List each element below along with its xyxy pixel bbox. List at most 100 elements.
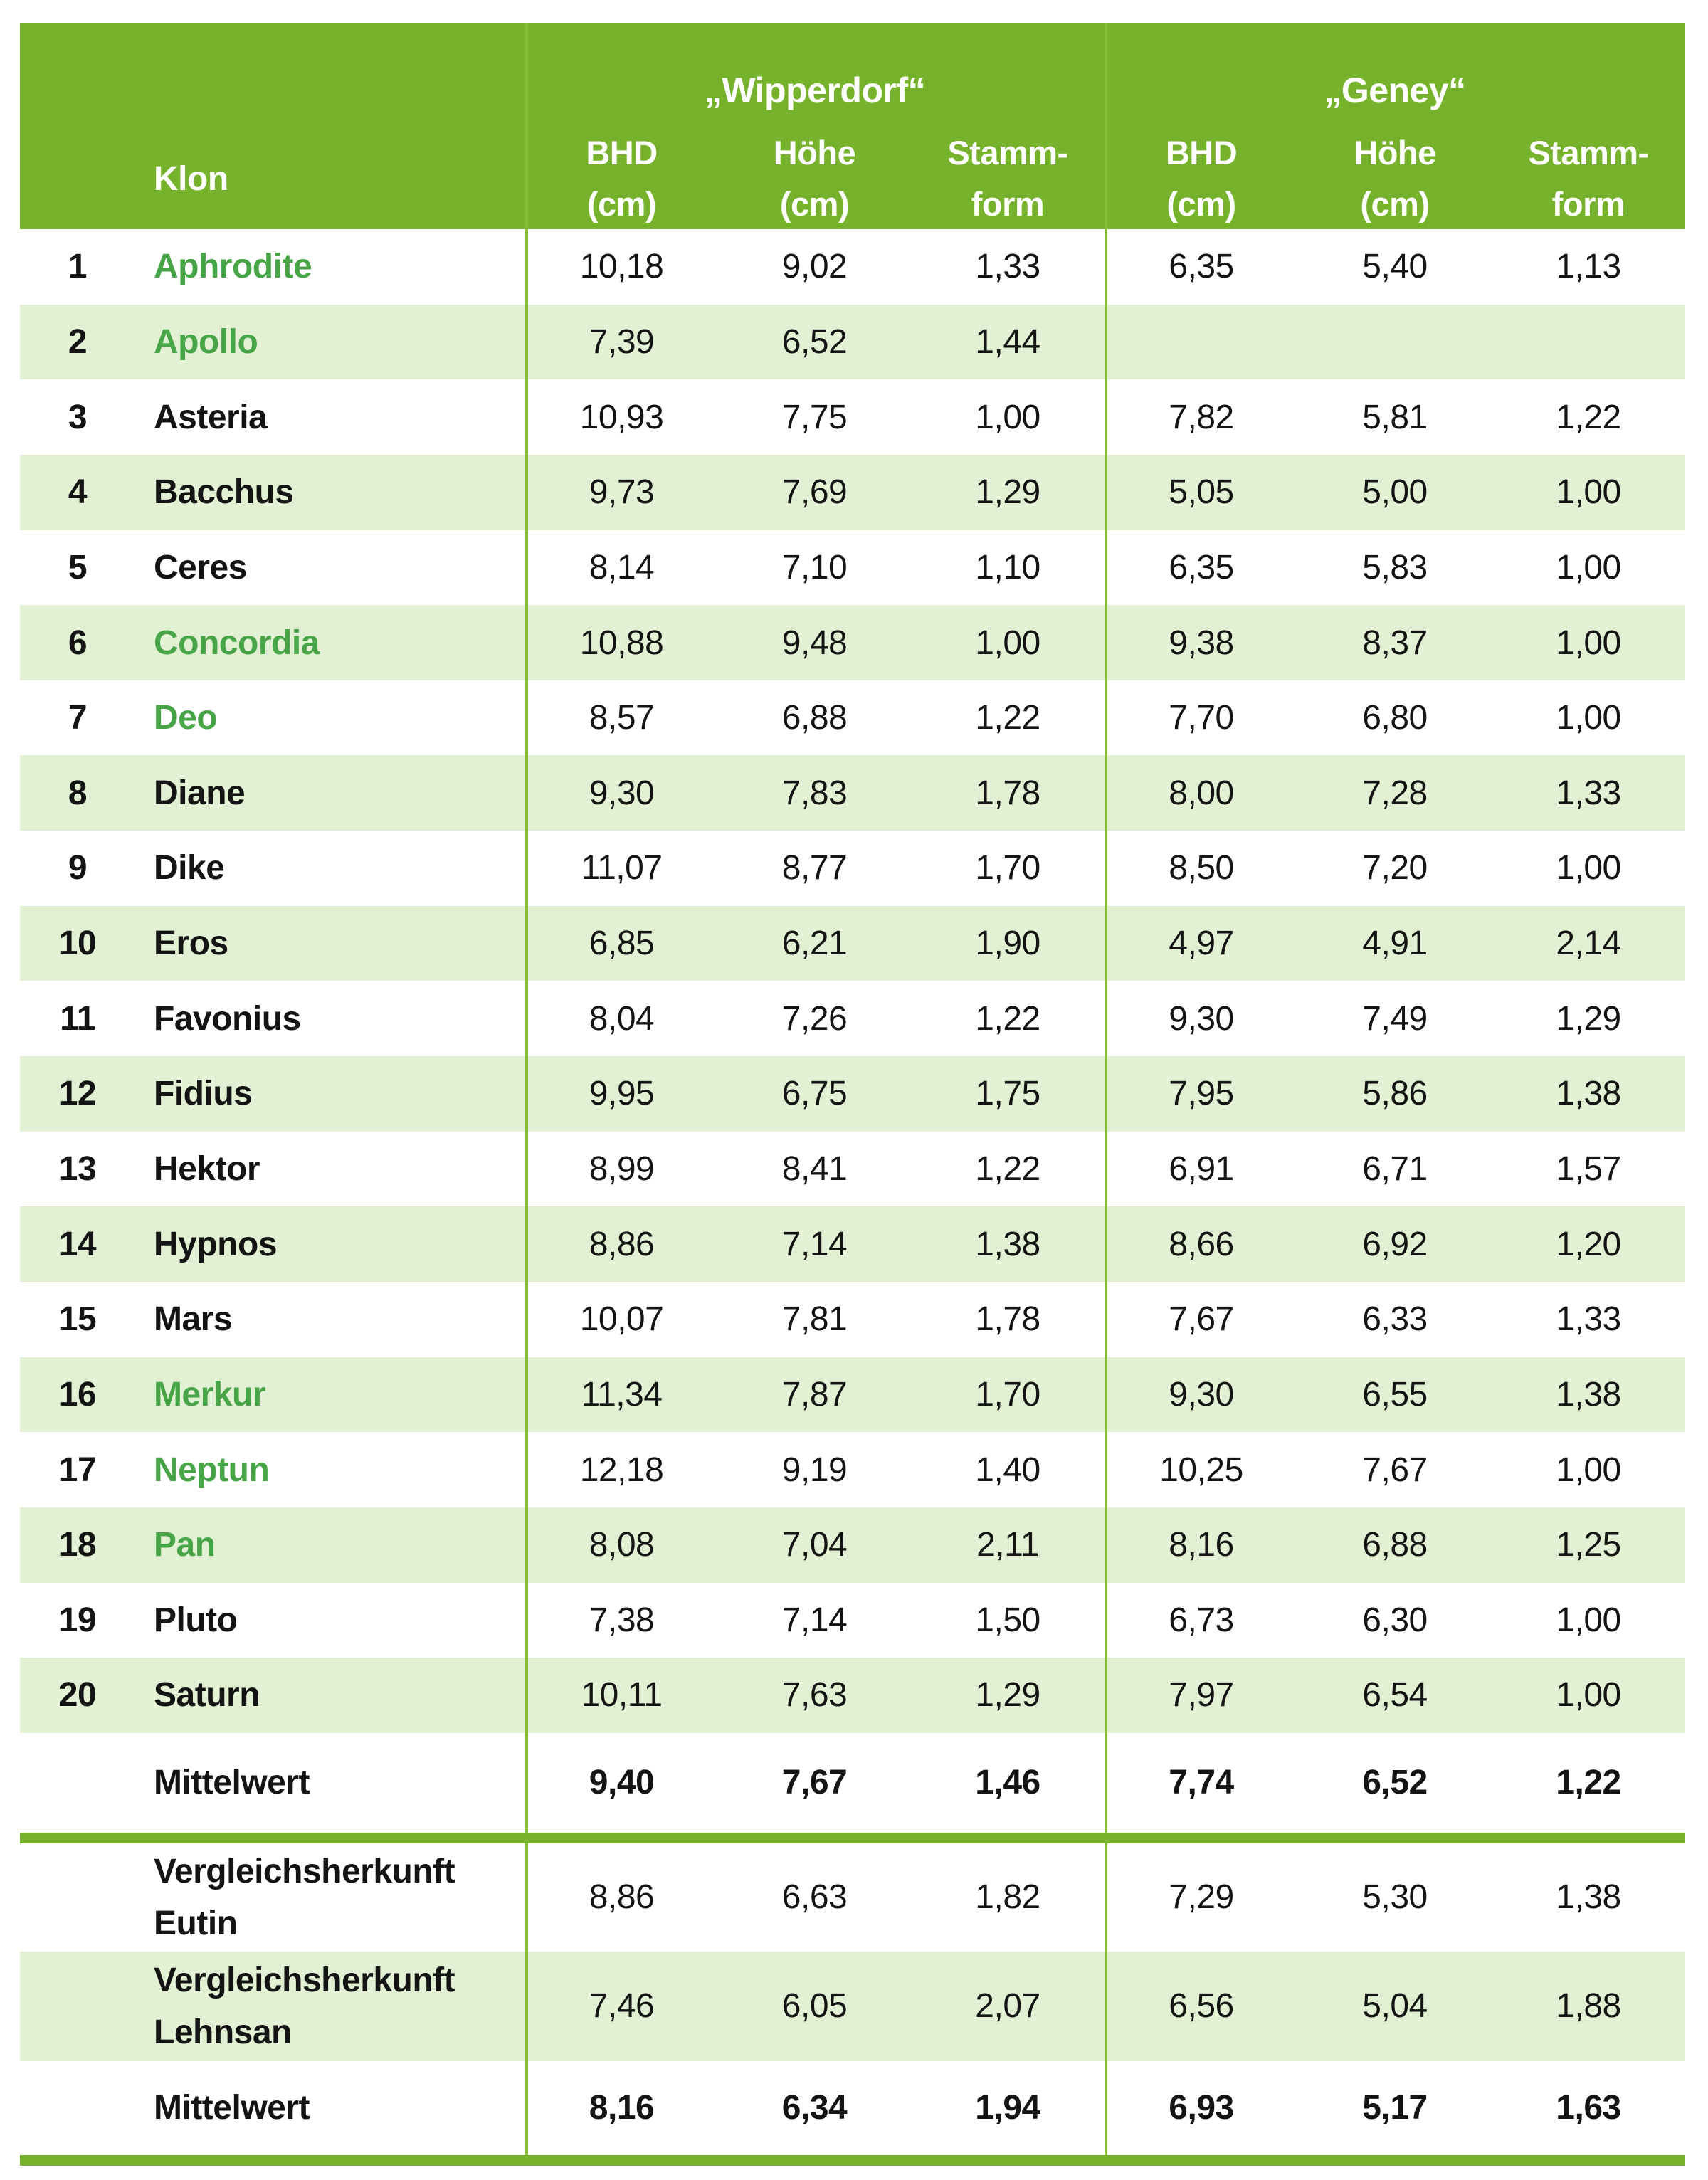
label-line: Vergleichsherkunft [154,1961,455,1999]
value-cell: 1,22 [975,699,1040,737]
clone-name: Mars [154,1300,233,1339]
value-cell: 9,30 [1169,1375,1234,1413]
value-cell: 9,30 [589,774,655,812]
value-cell: 1,29 [975,1676,1040,1715]
value-cell: 9,19 [781,1450,848,1489]
value-cell: 6,52 [1362,1764,1428,1802]
clone-name: Concordia [154,623,320,662]
value-cell: 4,91 [1362,925,1428,963]
value-cell: 1,29 [975,473,1040,512]
column-header-wipperdorf-stammform: Stamm- form [911,127,1105,230]
value-cell: 12,18 [579,1450,664,1489]
value-cell: 7,69 [781,473,848,512]
klon-column-header: Klon [154,159,228,198]
value-cell: 8,57 [589,699,655,737]
table-row: 14 Hypnos 8,86 7,14 1,38 8,66 6,92 1,20 [20,1206,1685,1282]
clone-name: Diane [154,774,246,812]
value-cell: 8,04 [589,999,655,1038]
value-cell: 5,05 [1169,473,1234,512]
value-cell: 6,35 [1169,548,1234,586]
clone-name: Dike [154,849,225,888]
comparison-label: Vergleichsherkunft Eutin [135,1845,525,1949]
row-number: 8 [68,774,88,812]
value-cell: 9,73 [589,473,655,512]
value-cell: 1,82 [975,1878,1040,1917]
clone-name: Eros [154,925,228,963]
value-cell: 6,91 [1169,1150,1234,1188]
clone-name: Apollo [154,322,258,361]
clone-name: Pluto [154,1601,238,1639]
value-cell: 1,00 [1556,1450,1621,1489]
value-cell: 6,33 [1362,1300,1428,1339]
column-header-line: form [1551,185,1625,223]
table-row: 3 Asteria 10,93 7,75 1,00 7,82 5,81 1,22 [20,379,1685,455]
value-cell: 6,88 [1362,1526,1428,1564]
row-number: 6 [68,623,88,662]
row-number: 3 [68,398,88,436]
value-cell: 7,28 [1362,774,1428,812]
row-number: 13 [58,1150,97,1188]
column-divider-wipperdorf [525,23,528,2166]
clone-name: Bacchus [154,473,294,512]
value-cell: 1,50 [975,1601,1040,1639]
value-cell: 6,63 [781,1878,848,1917]
value-cell: 1,44 [975,322,1040,361]
value-cell: 6,88 [781,699,848,737]
value-cell: 1,22 [1556,398,1621,436]
value-cell: 1,57 [1556,1150,1621,1188]
row-number: 11 [60,999,95,1038]
mean-label: Mittelwert [154,1764,310,1802]
table-row: 18 Pan 8,08 7,04 2,11 8,16 6,88 1,25 [20,1507,1685,1583]
value-cell: 8,86 [589,1878,655,1917]
table-row: 9 Dike 11,07 8,77 1,70 8,50 7,20 1,00 [20,831,1685,906]
value-cell: 7,20 [1362,849,1428,888]
value-cell: 7,70 [1169,699,1234,737]
value-cell: 7,74 [1169,1764,1234,1802]
value-cell: 1,33 [1556,1300,1621,1339]
column-header-line: Höhe [773,134,856,172]
value-cell: 6,85 [589,925,655,963]
value-cell: 1,38 [975,1225,1040,1263]
value-cell: 10,88 [579,623,664,662]
row-number: 9 [68,849,88,888]
value-cell: 6,34 [781,2089,848,2127]
table-row: 1 Aphrodite 10,18 9,02 1,33 6,35 5,40 1,13 [20,229,1685,305]
value-cell: 1,00 [1556,849,1621,888]
value-cell: 8,41 [781,1150,848,1188]
value-cell: 10,18 [579,248,664,286]
column-header-line: (cm) [1166,185,1236,223]
label-line: Vergleichsherkunft [154,1852,455,1890]
value-cell: 1,20 [1556,1225,1621,1263]
value-cell: 9,30 [1169,999,1234,1038]
value-cell: 9,02 [781,248,848,286]
row-number: 4 [68,473,88,512]
table-row: 5 Ceres 8,14 7,10 1,10 6,35 5,83 1,00 [20,530,1685,606]
value-cell: 5,00 [1362,473,1428,512]
value-cell: 1,00 [975,398,1040,436]
value-cell: 2,07 [975,1987,1040,2026]
column-header-line: form [971,185,1045,223]
value-cell: 6,52 [781,322,848,361]
clone-name: Hypnos [154,1225,278,1263]
table-row: 12 Fidius 9,95 6,75 1,75 7,95 5,86 1,38 [20,1056,1685,1132]
value-cell: 1,00 [1556,623,1621,662]
value-cell: 7,63 [781,1676,848,1715]
value-cell: 6,56 [1169,1987,1234,2026]
value-cell: 1,88 [1556,1987,1621,2026]
comparison-label: Vergleichsherkunft Lehnsan [135,1954,525,2058]
table-row: 6 Concordia 10,88 9,48 1,00 9,38 8,37 1,00 [20,605,1685,680]
value-cell: 5,30 [1362,1878,1428,1917]
value-cell: 1,22 [975,1150,1040,1188]
value-cell: 7,67 [781,1764,848,1802]
clone-name: Asteria [154,398,268,436]
value-cell: 1,25 [1556,1526,1621,1564]
column-header-line: Höhe [1354,134,1436,172]
value-cell: 8,50 [1169,849,1234,888]
group-header-wipperdorf: „Wipperdorf“ [704,70,926,110]
table-row: 20 Saturn 10,11 7,63 1,29 7,97 6,54 1,00 [20,1658,1685,1733]
value-cell: 9,95 [589,1075,655,1113]
value-cell: 6,71 [1362,1150,1428,1188]
value-cell: 1,00 [1556,473,1621,512]
table-row: 17 Neptun 12,18 9,19 1,40 10,25 7,67 1,00 [20,1432,1685,1507]
value-cell: 10,25 [1159,1450,1243,1489]
